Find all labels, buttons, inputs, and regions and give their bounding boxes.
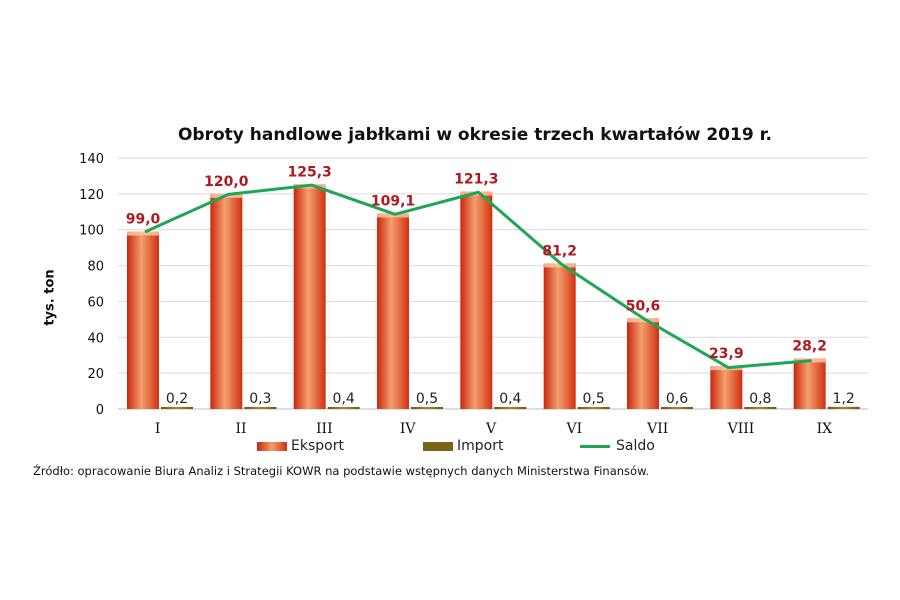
data-label-import: 0,4 [333,391,355,407]
bar-eksport-top [377,213,409,218]
bar-eksport-top [127,231,159,236]
data-label-eksport: 109,1 [371,193,415,209]
x-tick-labels: I II III IV V VI VII VIII IX [155,421,832,437]
bar-import [744,407,777,409]
bar-eksport-top [627,318,659,323]
legend-swatch-import [423,441,453,451]
bar-import [327,407,360,409]
legend: Eksport Import Saldo [0,438,900,458]
data-label-eksport: 99,0 [126,212,161,228]
x-tick-label: VI [566,421,583,437]
data-label-import: 0,2 [166,391,188,407]
legend-item-eksport: Eksport [257,438,344,454]
data-label-import: 1,2 [833,391,855,407]
y-tick-label: 0 [96,403,104,418]
saldo-line [144,183,812,370]
bar-eksport [710,366,743,409]
y-tick-label: 80 [87,260,104,275]
data-label-eksport: 120,0 [204,174,249,190]
data-label-eksport: 125,3 [288,164,332,180]
y-tick-label: 100 [79,224,104,239]
legend-swatch-saldo [580,444,610,448]
bar-eksport [377,213,409,409]
data-label-eksport: 28,2 [792,338,827,354]
y-tick-label: 60 [87,295,104,310]
y-tick-labels: 0 20 40 60 80 100 120 140 [79,152,104,418]
bar-eksport-top [543,263,576,268]
bar-import [161,407,193,409]
data-label-import: 0,5 [416,391,438,407]
bar-eksport [543,263,576,409]
data-label-import: 0,4 [499,391,521,407]
x-tick-label: II [235,421,246,437]
bar-eksport [627,318,659,409]
x-tick-label: VIII [727,421,755,437]
y-tick-label: 120 [79,188,104,203]
bar-eksport [293,184,326,409]
data-labels: 99,0 0,2 120,0 0,3 125,3 0,4 109,1 0,5 121,3 0,4 8… [126,164,855,407]
bar-import [827,406,860,409]
y-tick-label: 20 [87,367,104,382]
data-label-import: 0,6 [666,391,688,407]
legend-label-saldo: Saldo [616,438,655,454]
x-tick-label: III [316,421,333,437]
legend-item-import: Import [423,438,503,454]
bar-eksport [127,231,159,409]
data-label-import: 0,3 [249,391,271,407]
bar-eksport [460,191,493,409]
bars [127,184,860,409]
legend-item-saldo: Saldo [580,438,655,454]
x-tick-label: V [485,421,497,437]
source-note: Źródło: opracowanie Biura Analiz i Strat… [33,464,650,478]
bar-import [577,407,610,409]
bar-eksport [210,193,243,409]
data-label-import: 0,5 [583,391,605,407]
data-label-eksport: 50,6 [626,298,661,314]
y-tick-label: 40 [87,331,104,346]
gridlines [118,157,868,410]
data-label-import: 0,8 [749,391,771,407]
chart-title: Obroty handlowe jabłkami w okresie trzec… [177,125,772,145]
x-tick-label: I [155,421,161,437]
y-tick-label: 140 [79,152,104,167]
x-tick-label: VII [646,421,668,437]
bar-import [494,407,527,409]
x-tick-label: IX [817,421,833,437]
data-label-eksport: 81,2 [542,243,577,259]
x-tick-label: IV [400,421,417,437]
bar-import [244,407,277,409]
legend-swatch-eksport [257,441,287,451]
data-label-eksport: 23,9 [709,346,744,362]
bar-eksport [793,358,826,409]
legend-label-eksport: Eksport [291,438,344,454]
legend-label-import: Import [457,438,504,454]
bar-import [661,407,693,409]
bar-import [411,407,443,409]
saldo-series-line [144,183,812,370]
data-label-eksport: 121,3 [454,172,498,188]
